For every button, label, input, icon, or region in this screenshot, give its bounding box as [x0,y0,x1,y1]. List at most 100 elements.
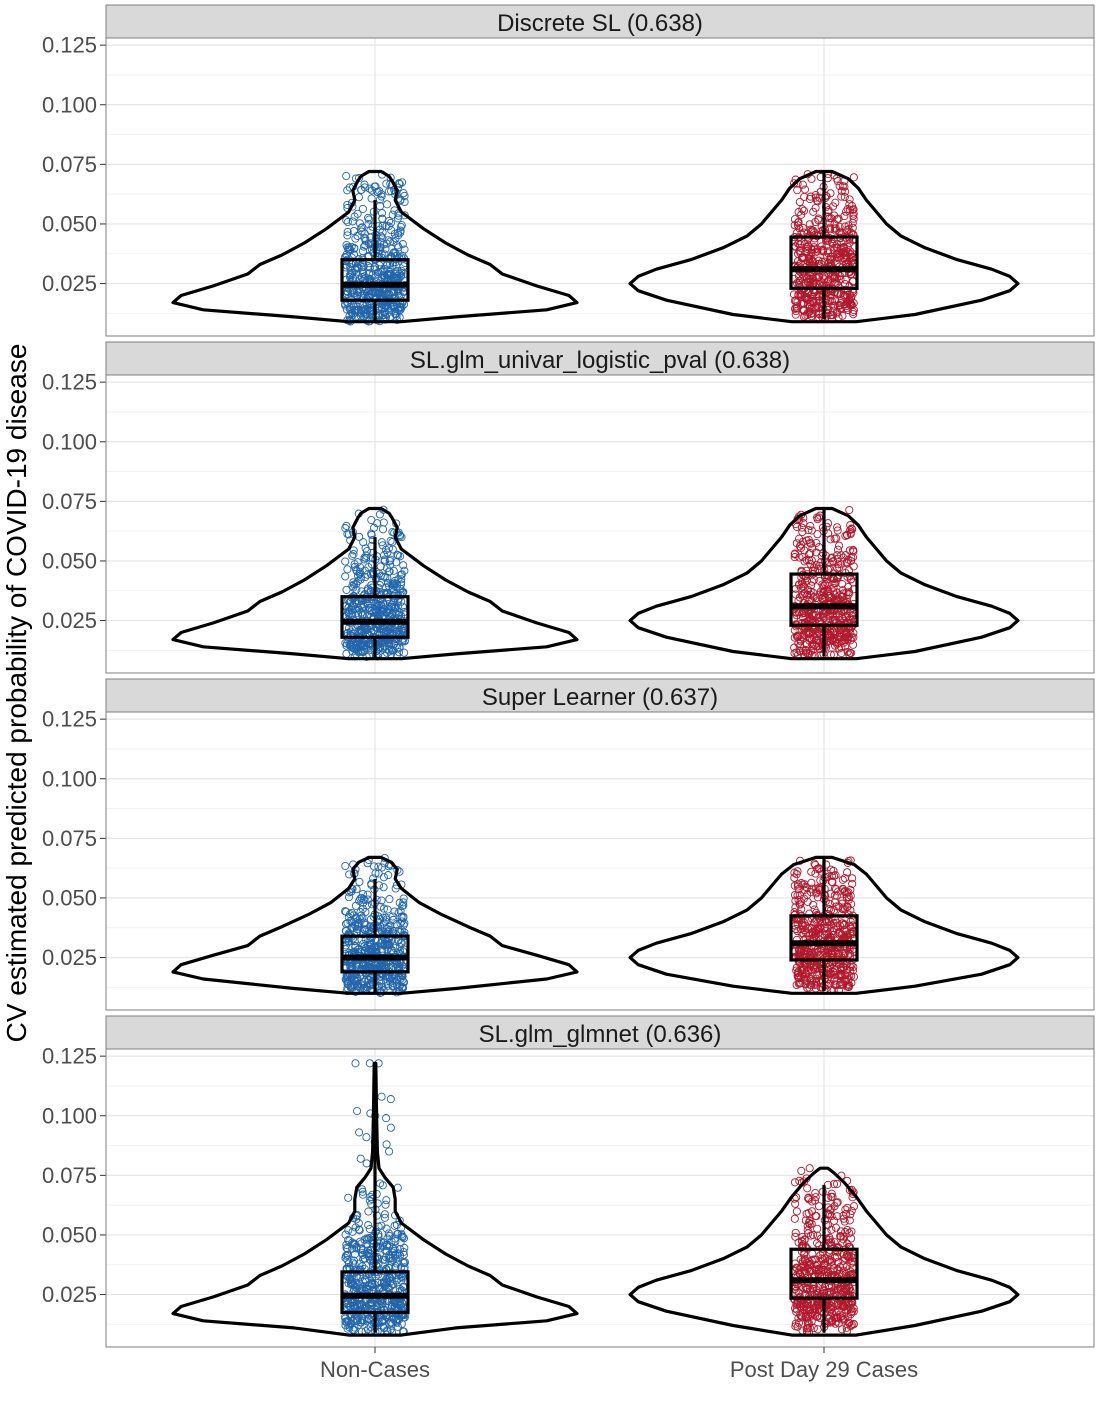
data-point [840,1284,849,1293]
data-point [811,193,820,202]
data-point [823,587,832,596]
data-point [794,278,804,287]
data-point [383,924,392,933]
data-point [396,1238,405,1247]
data-point [350,1302,359,1311]
data-point [375,624,385,634]
data-point [359,602,368,611]
data-point [348,610,357,619]
data-point [808,948,817,957]
data-point [793,633,802,642]
data-point [835,251,845,260]
data-point [389,566,398,575]
data-point [821,948,830,958]
data-point [830,966,840,975]
data-point [839,589,848,598]
data-point [797,905,806,914]
data-point [388,545,397,554]
data-point [379,518,388,527]
panel: SL.glm_univar_logistic_pval (0.638) 0.025… [42,341,1095,674]
y-tick-label: 0.075 [42,1163,97,1188]
violin [171,169,579,324]
data-point [356,312,365,321]
data-point [849,633,858,642]
data-point [802,274,812,283]
data-point [827,1192,836,1201]
y-tick-label: 0.075 [42,152,97,177]
data-point [342,171,351,181]
data-point [377,979,386,988]
data-point [813,1239,822,1248]
data-point [351,234,360,243]
data-point [792,966,801,975]
data-point [841,1228,850,1237]
data-point [840,874,849,883]
data-point [831,224,840,233]
data-point [830,534,839,543]
y-tick-label: 0.050 [42,1222,97,1247]
data-point [813,247,822,256]
data-point [350,969,359,978]
data-point [833,1312,842,1321]
data-point [371,605,380,614]
data-point [395,626,404,635]
data-point [378,1283,387,1292]
data-point [800,1256,810,1265]
data-point [361,1254,370,1263]
data-point [364,946,373,955]
data-point [810,1304,819,1313]
data-point [810,980,819,989]
data-point [847,524,856,533]
data-point [385,895,394,904]
data-point [843,965,852,974]
data-point [843,243,852,252]
data-point [351,960,360,969]
data-point [400,191,409,200]
data-point [394,243,403,252]
data-point [805,220,814,229]
data-point [849,306,858,315]
data-point [360,553,369,562]
data-point [818,594,827,603]
data-point [803,1184,812,1193]
data-point [799,206,809,215]
data-point [831,637,840,647]
data-point [368,1300,377,1309]
data-point [812,974,821,983]
data-point [807,256,816,265]
data-point [362,652,371,661]
data-point [400,245,409,254]
data-point [799,1300,809,1309]
data-point [826,973,835,982]
data-point [810,641,819,650]
data-point [351,640,360,649]
data-point [390,248,399,257]
data-point [376,232,386,241]
data-point [373,599,382,609]
data-point [790,873,799,882]
data-point [352,973,362,982]
data-point [802,1284,811,1294]
data-point [847,292,856,301]
data-point [833,523,842,532]
data-point [806,559,815,569]
data-point [364,219,373,229]
data-point [350,1301,359,1310]
data-point [837,551,846,560]
data-point [827,921,836,930]
data-point [846,521,855,530]
data-point [355,877,364,886]
data-point [396,591,405,600]
data-point [349,1280,358,1289]
data-point [400,648,409,657]
data-point [374,869,383,878]
data-point [342,585,351,594]
data-point [790,304,800,313]
data-point [348,551,357,560]
data-point [344,893,354,902]
data-point [843,635,852,644]
data-point [833,1179,842,1188]
data-point [382,564,391,573]
data-point [796,1255,805,1264]
data-point [359,242,369,251]
